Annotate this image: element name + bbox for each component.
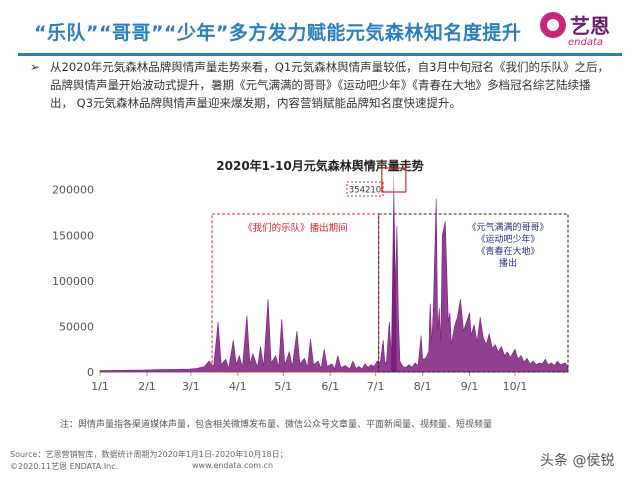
- page-title: “乐队”“哥哥”“少年”多方发力赋能元気森林知名度提升: [34, 22, 522, 44]
- source-text: Source：艺恩营销智库，数据统计周期为2020年1月1日-2020年10月1…: [10, 450, 288, 459]
- summary-paragraph: 从2020年元気森林品牌舆情声量走势来看，Q1元気森林舆情声量较低，自3月中旬冠…: [50, 60, 609, 110]
- chart-title: 2020年1-10月元気森林舆情声量走势: [216, 158, 423, 173]
- peak-leader-line: [381, 179, 384, 190]
- y-tick-label: 150000: [52, 229, 94, 242]
- y-tick-label: 0: [87, 366, 94, 379]
- x-tick-label: 9/1: [461, 380, 479, 393]
- x-tick-label: 10/1: [503, 380, 528, 393]
- logo-icon: [540, 12, 566, 38]
- logo-text-en: endata: [568, 37, 604, 48]
- annotation-label-summer-shows: 《元气满满的哥哥》: [467, 221, 548, 233]
- peak-callout-box: [346, 181, 384, 197]
- x-tick-label: 3/1: [182, 380, 200, 393]
- chart-note: 注：舆情声量指各渠道媒体声量，包含相关微博发布量、微信公众号文章量、平面新闻量、…: [60, 420, 493, 430]
- annotation-layer: 354210 《我们的乐队》播出期间 《元气满满的哥哥》《运动吧少年》《青春在大地》…: [211, 167, 569, 373]
- annotation-box-summer-shows: [378, 213, 569, 373]
- x-tick-label: 4/1: [229, 380, 247, 393]
- series-area-layer: [99, 170, 569, 373]
- website-link[interactable]: www.endata.com.cn: [192, 461, 274, 470]
- title-divider: [18, 53, 622, 56]
- watermark-text: 头条 @侯锐: [540, 453, 615, 469]
- copyright-text: ©2020.11艺恩 ENDATA Inc.: [10, 462, 119, 471]
- x-tick-label: 8/1: [414, 380, 432, 393]
- x-tick-label: 6/1: [321, 380, 339, 393]
- y-tick-label: 100000: [52, 275, 94, 288]
- y-tick-label: 50000: [59, 320, 94, 333]
- annotation-label-band: 《我们的乐队》播出期间: [243, 222, 348, 234]
- bullet-arrow-icon: ➢: [30, 60, 41, 74]
- brand-logo: 艺恩 endata: [540, 10, 632, 54]
- peak-spike: [390, 170, 397, 372]
- annotation-label-summer-shows: 《青春在大地》: [476, 245, 539, 257]
- x-tick-label: 2/1: [138, 380, 156, 393]
- y-axis: 0 50000 100000 150000 200000: [52, 184, 94, 379]
- y-tick-label: 200000: [52, 184, 94, 197]
- logo-text-cn: 艺恩: [570, 14, 610, 38]
- x-tick-label: 7/1: [367, 380, 385, 393]
- x-tick-label: 5/1: [274, 380, 292, 393]
- annotation-label-summer-shows: 播出: [499, 257, 517, 269]
- annotation-label-summer-shows: 《运动吧少年》: [476, 233, 539, 245]
- x-tick-label: 1/1: [91, 380, 109, 393]
- peak-callout-label: 354210: [349, 186, 381, 196]
- x-axis: 1/1 2/1 3/1 4/1 5/1 6/1 7/1 8/1 9/1 10/1: [91, 371, 568, 393]
